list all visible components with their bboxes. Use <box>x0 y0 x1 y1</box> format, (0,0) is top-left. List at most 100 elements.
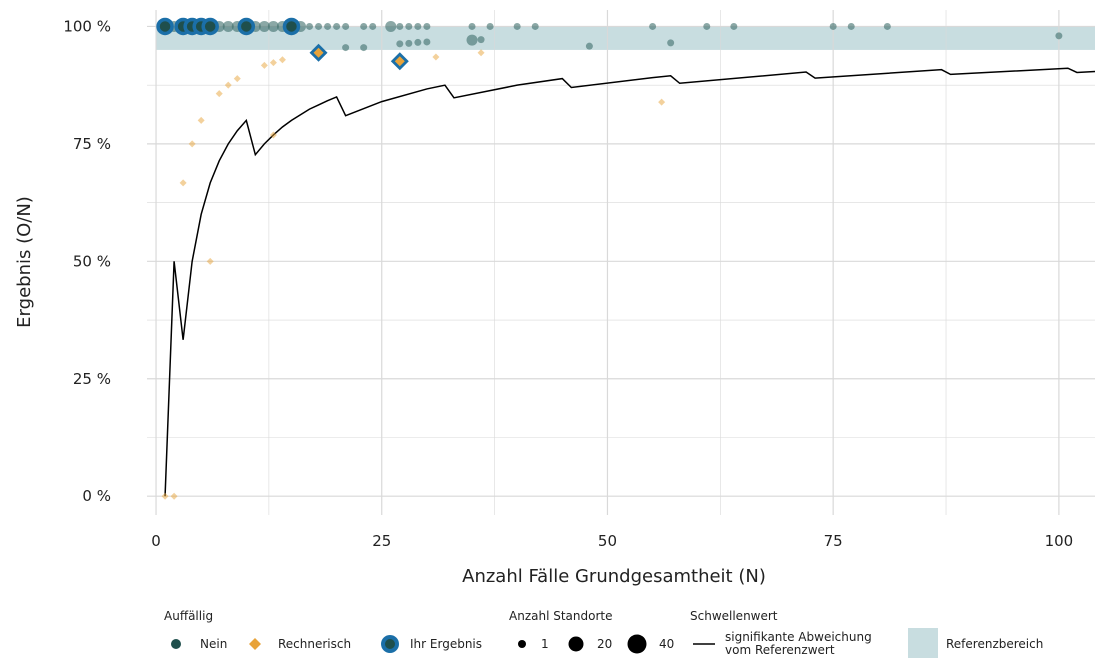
point-rechnerisch <box>197 116 205 124</box>
point-nein <box>531 22 539 30</box>
point-nein <box>414 22 422 30</box>
y-tick-label: 0 % <box>82 487 111 505</box>
point-nein <box>315 22 323 30</box>
point-nein <box>847 22 855 30</box>
point-nein <box>667 39 675 47</box>
point-nein <box>360 22 368 30</box>
point-nein <box>414 38 422 46</box>
point-rechnerisch <box>260 61 268 69</box>
point-nein <box>396 22 404 30</box>
point-nein <box>333 22 341 30</box>
y-tick-label: 25 % <box>73 370 111 388</box>
point-nein <box>703 22 711 30</box>
y-tick-layer: 0 % 25 % 50 % 75 % 100 % <box>63 17 111 505</box>
point-ihr-ergebnis <box>282 17 301 36</box>
point-ihr-ergebnis <box>201 17 219 36</box>
point-nein <box>258 20 270 32</box>
y-tick-label: 50 % <box>73 252 111 270</box>
point-nein <box>585 42 593 50</box>
legend-size-20-label: 20 <box>597 637 612 651</box>
point-rechnerisch <box>269 131 277 139</box>
point-nein <box>385 20 397 32</box>
points-layer <box>156 17 1063 500</box>
x-tick-label: 100 <box>1045 532 1074 550</box>
y-tick-label: 100 % <box>63 17 111 35</box>
threshold-line <box>164 67 1096 497</box>
reference-range-layer <box>156 26 1095 50</box>
point-rechnerisch <box>224 81 232 89</box>
point-rechnerisch <box>215 90 223 98</box>
point-nein <box>423 22 431 30</box>
point-nein <box>466 34 478 46</box>
reference-range-band <box>156 26 1095 50</box>
point-rechnerisch <box>206 257 214 265</box>
legend-label-referenzbereich: Referenzbereich <box>946 637 1043 651</box>
legend-title-standorte: Anzahl Standorte <box>509 609 612 623</box>
x-tick-label: 25 <box>372 532 391 550</box>
point-rechnerisch <box>658 98 666 106</box>
legend-label-nein: Nein <box>200 637 227 651</box>
legend-label-threshold-line1: signifikante Abweichung <box>725 630 872 644</box>
x-axis-title: Anzahl Fälle Grundgesamtheit (N) <box>462 566 766 587</box>
y-axis-title: Ergebnis (O/N) <box>14 196 35 328</box>
legend-size-1-key <box>518 640 526 648</box>
point-rechnerisch <box>278 56 286 64</box>
point-nein <box>342 22 350 30</box>
legend-size-1-label: 1 <box>541 637 549 651</box>
x-tick-label: 50 <box>598 532 617 550</box>
legend-key-rechnerisch <box>249 638 261 650</box>
grid-layer <box>147 10 1095 515</box>
threshold-layer <box>164 67 1096 497</box>
point-rechnerisch <box>179 179 187 187</box>
legend-title-schwellenwert: Schwellenwert <box>690 609 778 623</box>
legend-key-ihr-ergebnis <box>381 635 399 653</box>
point-nein <box>423 38 431 46</box>
point-nein <box>324 22 332 30</box>
point-nein <box>267 20 279 32</box>
point-nein <box>513 22 521 30</box>
point-ihr-ergebnis <box>237 17 256 36</box>
point-nein <box>829 22 837 30</box>
point-nein <box>883 22 891 30</box>
legend-label-threshold-line2: vom Referenzwert <box>725 643 835 657</box>
x-tick-label: 75 <box>824 532 843 550</box>
point-nein <box>396 40 404 48</box>
point-rechnerisch <box>233 75 241 83</box>
legend-size-40-key <box>627 634 647 654</box>
point-nein <box>405 39 413 47</box>
point-nein <box>360 44 368 52</box>
x-tick-label: 0 <box>151 532 161 550</box>
legend-key-nein <box>171 639 181 649</box>
point-nein <box>477 36 485 44</box>
x-tick-layer: 0 25 50 75 100 <box>151 532 1073 550</box>
point-nein <box>730 22 738 30</box>
point-nein <box>342 44 350 52</box>
point-nein <box>649 22 657 30</box>
point-nein <box>369 22 377 30</box>
legend: Auffällig Nein Rechnerisch Ihr Ergebnis … <box>164 609 1043 658</box>
legend-key-referenzbereich <box>908 628 938 658</box>
point-rechnerisch <box>269 59 277 67</box>
point-ihr-ergebnis <box>313 47 324 58</box>
point-nein <box>468 22 476 30</box>
point-rechnerisch <box>188 140 196 148</box>
point-nein <box>486 22 494 30</box>
legend-label-rechnerisch: Rechnerisch <box>278 637 351 651</box>
point-rechnerisch <box>432 53 440 61</box>
legend-size-40-label: 40 <box>659 637 674 651</box>
point-ihr-ergebnis <box>394 56 405 67</box>
point-nein <box>222 20 234 32</box>
point-ihr-ergebnis <box>156 17 174 36</box>
legend-label-ihr-ergebnis: Ihr Ergebnis <box>410 637 482 651</box>
legend-size-20-key <box>568 636 584 652</box>
point-rechnerisch <box>477 49 485 57</box>
point-nein <box>405 22 413 30</box>
point-nein <box>1055 32 1063 40</box>
point-rechnerisch <box>170 492 178 500</box>
legend-title-auffaellig: Auffällig <box>164 609 213 623</box>
point-nein <box>306 22 314 30</box>
point-rechnerisch <box>161 492 169 500</box>
y-tick-label: 75 % <box>73 135 111 153</box>
